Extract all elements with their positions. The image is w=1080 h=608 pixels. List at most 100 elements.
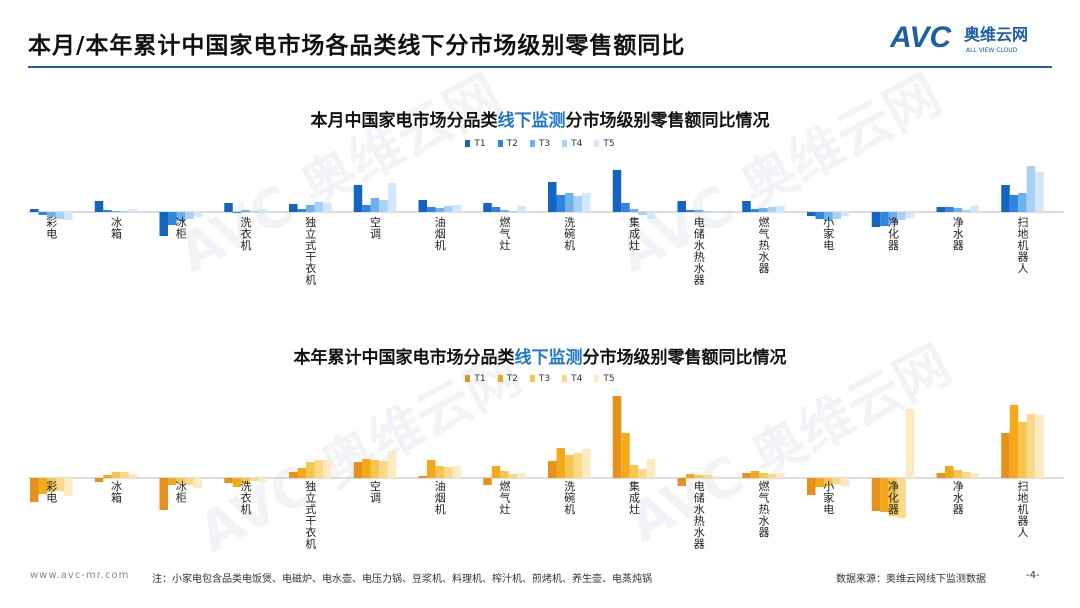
bar-t2 bbox=[880, 212, 889, 226]
bar-t2 bbox=[686, 474, 695, 478]
chart1-title-post: 分市场级别零售额同比情况 bbox=[565, 111, 770, 131]
category-label: 净化器 bbox=[888, 479, 899, 516]
bar-t3 bbox=[500, 210, 509, 212]
footer-source: 数据来源：奥维云网线下监测数据 bbox=[836, 574, 986, 585]
chart2-title-pre: 本年累计中国家电市场分品类 bbox=[293, 348, 515, 368]
bar-t1 bbox=[742, 201, 751, 212]
legend-swatch bbox=[465, 375, 471, 382]
bar-t3 bbox=[111, 472, 121, 478]
bar-t1 bbox=[483, 203, 492, 212]
bar-t2 bbox=[362, 205, 371, 212]
category-label: 洗碗机 bbox=[564, 480, 575, 516]
legend-swatch bbox=[497, 140, 503, 147]
bar-t3 bbox=[629, 465, 639, 478]
bar-t4 bbox=[120, 211, 129, 212]
bar-t3 bbox=[111, 211, 121, 212]
chart2-legend: T1 T2 T3 T4 T5 bbox=[0, 374, 1080, 384]
legend-item-t4: T4 bbox=[562, 374, 582, 384]
legend-item-t2: T2 bbox=[497, 374, 518, 384]
bar-t3 bbox=[888, 212, 898, 223]
bar-t2 bbox=[297, 468, 306, 478]
bar-t3 bbox=[47, 478, 56, 492]
bar-t4 bbox=[444, 467, 453, 478]
bar-t4 bbox=[185, 478, 194, 485]
category-label: 洗衣机 bbox=[241, 216, 252, 252]
bar-t2 bbox=[945, 466, 954, 478]
bar-t5 bbox=[711, 211, 720, 212]
bar-t4 bbox=[55, 478, 64, 491]
bar-t5 bbox=[64, 212, 73, 220]
bar-t1 bbox=[94, 478, 104, 482]
bar-t2 bbox=[103, 210, 112, 212]
bar-t3 bbox=[435, 208, 444, 212]
category-label: 空调 bbox=[370, 479, 381, 505]
bar-t3 bbox=[370, 198, 380, 212]
bar-t2 bbox=[491, 207, 501, 212]
bar-t1 bbox=[871, 212, 881, 227]
bar-t2 bbox=[427, 207, 436, 212]
bar-t2 bbox=[815, 478, 824, 487]
bar-t2 bbox=[815, 212, 824, 219]
bar-t4 bbox=[314, 460, 323, 478]
bar-t1 bbox=[1001, 185, 1010, 212]
bar-t5 bbox=[970, 206, 979, 212]
bar-t3 bbox=[953, 208, 962, 212]
category-label: 扫地机器人 bbox=[1018, 480, 1029, 539]
avc-logo: AVC 奥维云网 ALL VIEW CLOUD bbox=[889, 18, 1060, 58]
bar-t1 bbox=[548, 461, 557, 478]
bar-t1 bbox=[807, 478, 816, 495]
chart1-legend: T1 T2 T3 T4 T5 bbox=[0, 139, 1080, 149]
bar-t3 bbox=[241, 210, 250, 212]
bar-t3 bbox=[759, 208, 768, 212]
bar-t4 bbox=[897, 478, 906, 518]
category-label: 净水器 bbox=[953, 479, 964, 516]
bar-t4 bbox=[185, 212, 194, 219]
bar-t5 bbox=[905, 212, 915, 218]
bar-t1 bbox=[483, 478, 492, 485]
category-label: 独立式干衣机 bbox=[305, 480, 316, 551]
legend-label: T4 bbox=[571, 374, 583, 384]
bar-t4 bbox=[120, 472, 129, 478]
bar-t4 bbox=[379, 461, 388, 478]
legend-label: T5 bbox=[603, 374, 615, 384]
bar-t2 bbox=[750, 471, 760, 478]
bar-t1 bbox=[871, 478, 881, 511]
footer-url[interactable]: www.avc-mr.com bbox=[30, 570, 130, 581]
bar-t3 bbox=[47, 212, 56, 217]
bar-t3 bbox=[1018, 193, 1027, 212]
bar-t5 bbox=[128, 209, 138, 212]
bar-t1 bbox=[418, 476, 427, 478]
legend-item-t1: T1 bbox=[465, 374, 486, 384]
bar-t3 bbox=[500, 471, 509, 478]
bar-t2 bbox=[945, 207, 954, 212]
category-label: 燃气热水器 bbox=[759, 215, 770, 275]
bar-t1 bbox=[1001, 433, 1010, 478]
bar-t1 bbox=[612, 396, 622, 478]
bar-t4 bbox=[249, 478, 259, 481]
bar-t1 bbox=[548, 182, 557, 212]
bar-t2 bbox=[427, 460, 436, 478]
chart1-title-pre: 本月中国家电市场分品类 bbox=[310, 111, 498, 131]
legend-item-t2: T2 bbox=[497, 139, 518, 149]
bar-t3 bbox=[1018, 422, 1027, 478]
bar-t4 bbox=[1026, 414, 1036, 478]
legend-label: T1 bbox=[474, 139, 486, 149]
bar-t2 bbox=[880, 478, 889, 512]
legend-label: T5 bbox=[603, 139, 615, 149]
category-label: 小家电 bbox=[823, 216, 834, 252]
bar-t4 bbox=[314, 202, 323, 212]
bar-t2 bbox=[38, 212, 47, 215]
category-label: 电储水热水器 bbox=[694, 480, 705, 551]
footer-note: 注：小家电包含品类电饭煲、电磁炉、电水壶、电压力锅、豆浆机、料理机、榨汁机、煎烤… bbox=[152, 574, 652, 585]
bar-t2 bbox=[38, 478, 47, 494]
bar-t2 bbox=[103, 475, 112, 478]
bar-t1 bbox=[677, 201, 686, 212]
category-label: 油烟机 bbox=[435, 215, 446, 252]
bar-t5 bbox=[323, 460, 332, 478]
category-label: 空调 bbox=[370, 215, 381, 241]
bar-t5 bbox=[582, 449, 591, 478]
page-number: -4- bbox=[1026, 570, 1040, 581]
bar-t2 bbox=[168, 478, 177, 485]
bar-t2 bbox=[232, 478, 242, 487]
bar-t3 bbox=[306, 205, 315, 212]
